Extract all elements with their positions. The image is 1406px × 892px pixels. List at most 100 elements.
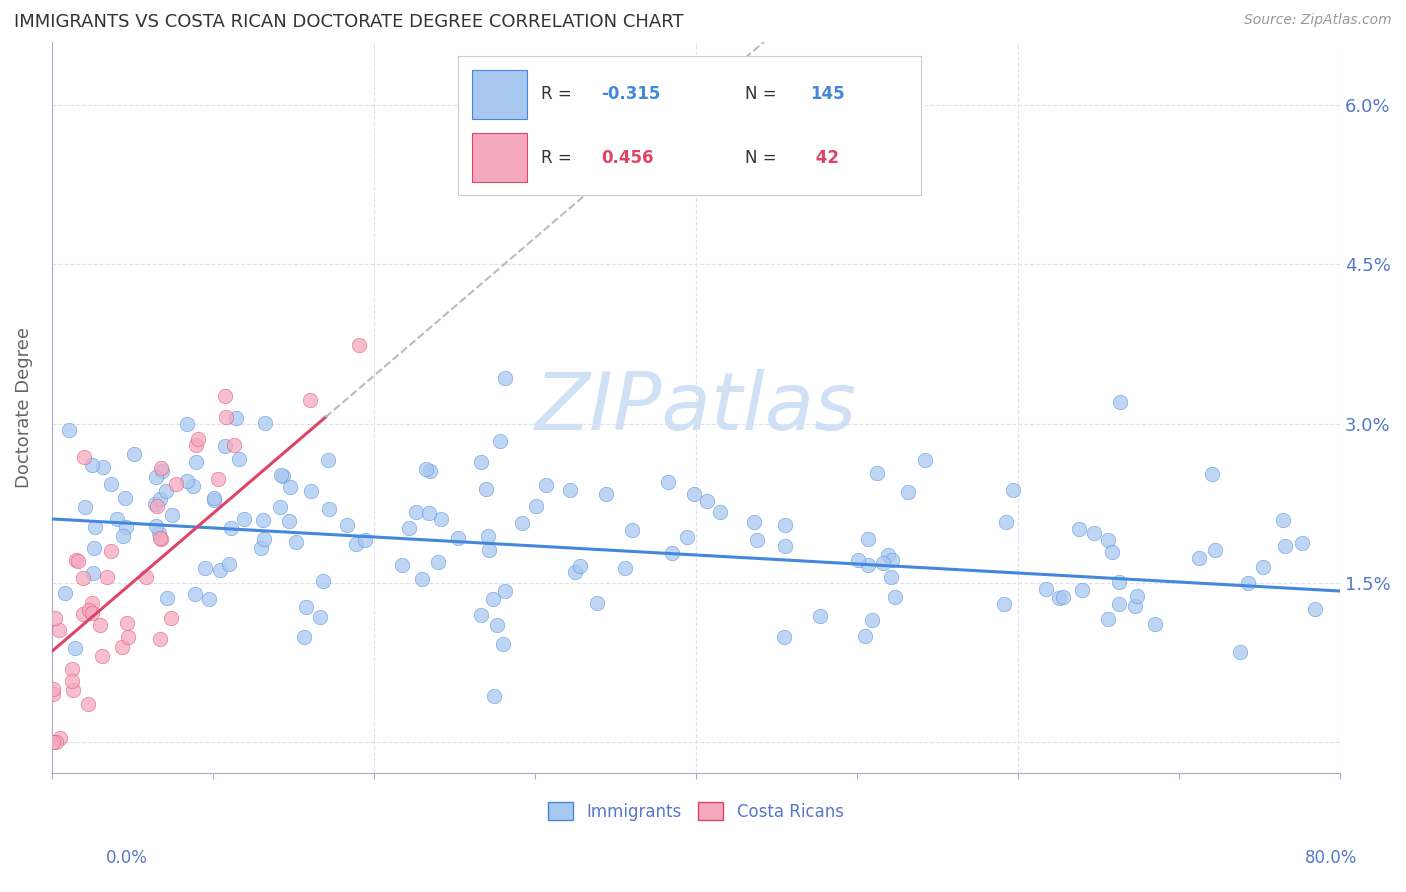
Point [482,689,505,703]
Point [494,583,516,598]
Point [524,499,547,513]
Point [91,460,114,475]
Point [1108,597,1130,611]
Point [209,563,232,577]
Point [1109,394,1132,409]
Point [114,491,136,505]
Point [488,434,510,449]
Point [299,483,322,498]
Point [558,483,581,497]
Point [135,570,157,584]
Point [1083,525,1105,540]
Point [1067,522,1090,536]
Point [82,596,104,610]
Point [84,520,107,534]
Point [494,370,516,384]
Point [482,592,505,607]
Point [1047,591,1070,606]
Point [183,479,205,493]
Point [884,590,907,604]
Y-axis label: Doctorate Degree: Doctorate Degree [15,327,32,488]
Point [676,530,699,544]
Point [96,570,118,584]
Point [880,570,903,584]
Point [657,475,679,489]
Point [90,649,112,664]
Point [66,554,89,568]
Point [856,532,879,546]
Point [155,483,177,498]
Point [336,518,359,533]
Point [187,432,209,446]
Point [993,597,1015,611]
Point [808,609,831,624]
Point [391,558,413,572]
Point [184,587,207,601]
Point [278,480,301,494]
Point [215,409,238,424]
Point [72,607,94,622]
Point [709,504,731,518]
Point [470,607,492,622]
Point [1272,512,1295,526]
Point [65,641,87,656]
Point [318,501,340,516]
Point [194,561,217,575]
Point [316,453,339,467]
Point [124,447,146,461]
Point [148,526,170,541]
Point [233,512,256,526]
Point [58,423,80,437]
Point [418,506,440,520]
Point [1188,550,1211,565]
Point [77,697,100,711]
Point [269,500,291,514]
Point [1035,582,1057,597]
Point [77,603,100,617]
Point [1097,612,1119,626]
Text: IMMIGRANTS VS COSTA RICAN DOCTORATE DEGREE CORRELATION CHART: IMMIGRANTS VS COSTA RICAN DOCTORATE DEGR… [14,13,683,31]
Point [117,630,139,644]
Point [470,454,492,468]
Point [60,674,83,689]
Point [914,453,936,467]
Point [42,734,65,748]
Point [42,682,65,697]
Point [285,535,308,549]
Point [1274,539,1296,553]
Point [184,455,207,469]
Point [82,606,104,620]
Point [1101,545,1123,559]
Point [110,640,132,654]
Point [866,466,889,480]
Point [150,532,173,546]
Point [160,508,183,522]
Point [165,476,187,491]
Point [250,541,273,556]
Point [475,482,498,496]
Point [882,553,904,567]
Point [80,458,103,472]
Point [150,461,173,475]
Point [105,511,128,525]
Point [145,470,167,484]
Point [82,566,104,581]
Text: 80.0%: 80.0% [1305,849,1357,867]
Point [149,531,172,545]
Point [115,520,138,534]
Point [75,500,97,514]
Point [228,451,250,466]
Legend: Immigrants, Costa Ricans: Immigrants, Costa Ricans [541,796,851,827]
Point [198,592,221,607]
Point [747,533,769,547]
Point [344,537,367,551]
Point [309,610,332,624]
Point [202,491,225,506]
Point [564,565,586,579]
Point [62,683,84,698]
Point [146,500,169,514]
Point [430,512,453,526]
Point [860,613,883,627]
Text: Source: ZipAtlas.com: Source: ZipAtlas.com [1244,13,1392,28]
Point [214,439,236,453]
